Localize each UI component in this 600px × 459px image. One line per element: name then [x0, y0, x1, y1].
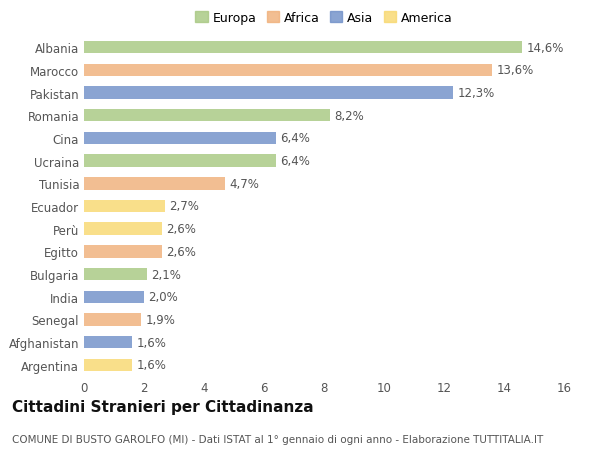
Text: 6,4%: 6,4% — [281, 132, 310, 145]
Text: COMUNE DI BUSTO GAROLFO (MI) - Dati ISTAT al 1° gennaio di ogni anno - Elaborazi: COMUNE DI BUSTO GAROLFO (MI) - Dati ISTA… — [12, 434, 543, 444]
Bar — [84, 246, 162, 258]
Text: 13,6%: 13,6% — [497, 64, 534, 77]
Bar — [84, 200, 165, 213]
Bar — [84, 336, 132, 349]
Bar — [84, 110, 330, 122]
Text: 1,6%: 1,6% — [137, 358, 166, 371]
Legend: Europa, Africa, Asia, America: Europa, Africa, Asia, America — [193, 9, 455, 27]
Text: 1,9%: 1,9% — [146, 313, 175, 326]
Bar — [84, 64, 492, 77]
Text: 1,6%: 1,6% — [137, 336, 166, 349]
Bar — [84, 132, 276, 145]
Text: 2,0%: 2,0% — [149, 291, 178, 303]
Text: 2,6%: 2,6% — [167, 223, 196, 235]
Bar — [84, 313, 141, 326]
Text: 2,6%: 2,6% — [167, 246, 196, 258]
Text: 12,3%: 12,3% — [458, 87, 495, 100]
Bar — [84, 178, 225, 190]
Bar — [84, 87, 453, 100]
Bar — [84, 291, 144, 303]
Bar — [84, 42, 522, 54]
Text: 14,6%: 14,6% — [527, 42, 564, 55]
Bar — [84, 223, 162, 235]
Bar — [84, 359, 132, 371]
Text: 2,7%: 2,7% — [170, 200, 199, 213]
Text: 8,2%: 8,2% — [335, 110, 364, 123]
Text: 2,1%: 2,1% — [151, 268, 181, 281]
Bar — [84, 268, 147, 281]
Text: 6,4%: 6,4% — [281, 155, 310, 168]
Bar — [84, 155, 276, 168]
Text: 4,7%: 4,7% — [230, 178, 259, 190]
Text: Cittadini Stranieri per Cittadinanza: Cittadini Stranieri per Cittadinanza — [12, 399, 314, 414]
